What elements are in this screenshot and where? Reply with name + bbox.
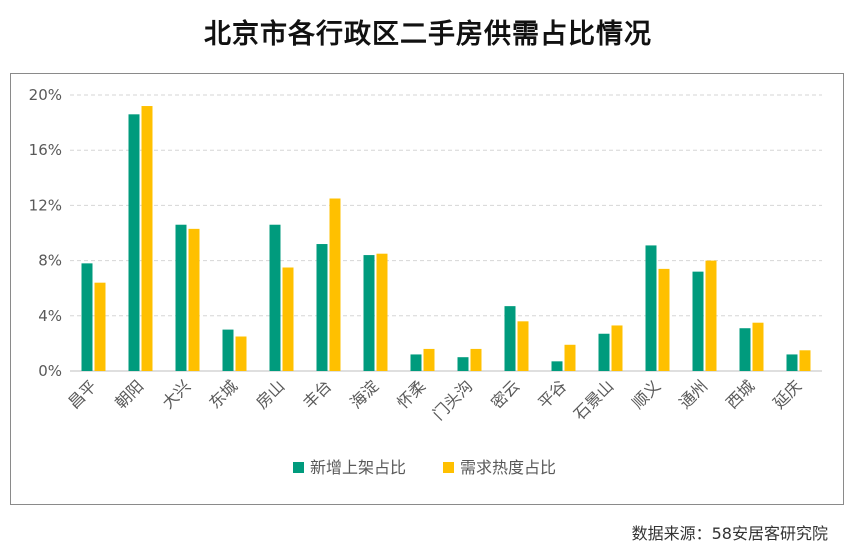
bar-new-listing-13 — [692, 271, 704, 371]
bar-new-listing-1 — [128, 114, 140, 371]
bar-demand-3 — [235, 336, 247, 371]
bar-demand-12 — [658, 268, 670, 371]
y-tick-label: 4% — [38, 307, 62, 325]
bar-new-listing-12 — [645, 245, 657, 371]
bar-demand-0 — [94, 282, 106, 371]
x-tick-label: 顺义 — [628, 376, 664, 412]
bar-demand-2 — [188, 228, 200, 371]
legend-label-1: 需求热度占比 — [460, 458, 556, 477]
bar-new-listing-4 — [269, 224, 281, 371]
x-tick-label: 延庆 — [769, 376, 805, 412]
bar-demand-7 — [423, 348, 435, 371]
legend: 新增上架占比 需求热度占比 — [293, 458, 556, 477]
bar-demand-10 — [564, 344, 576, 371]
x-tick-label: 平谷 — [534, 376, 570, 412]
bar-demand-15 — [799, 350, 811, 371]
legend-swatch-0 — [293, 462, 304, 473]
x-tick-label: 石景山 — [570, 376, 617, 423]
x-tick-label: 昌平 — [64, 376, 100, 412]
x-tick-label: 房山 — [252, 376, 288, 412]
bar-demand-8 — [470, 348, 482, 371]
bar-new-listing-8 — [457, 357, 469, 371]
x-tick-label: 通州 — [675, 376, 711, 412]
bar-demand-14 — [752, 322, 764, 371]
x-tick-label: 门头沟 — [429, 376, 476, 423]
bar-demand-1 — [141, 106, 153, 371]
x-tick-label: 东城 — [205, 376, 241, 412]
bar-chart: 0% 4% 8% 12% 16% 20% 昌平 朝阳 大兴 东城 房山 丰台 海淀 怀柔 门头沟 密云 平谷 石景… — [29, 86, 822, 477]
bar-demand-9 — [517, 321, 529, 371]
bar-new-listing-15 — [786, 354, 798, 371]
x-tick-label: 怀柔 — [393, 376, 429, 412]
bar-demand-11 — [611, 325, 623, 371]
bar-demand-6 — [376, 253, 388, 371]
bar-demand-4 — [282, 267, 294, 371]
bar-demand-5 — [329, 198, 341, 371]
x-tick-label: 大兴 — [158, 376, 194, 412]
bar-new-listing-7 — [410, 354, 422, 371]
source-note: 数据来源：58安居客研究院 — [631, 524, 828, 543]
y-tick-label: 20% — [29, 86, 62, 104]
legend-swatch-1 — [443, 462, 454, 473]
bar-new-listing-14 — [739, 328, 751, 371]
bar-new-listing-9 — [504, 306, 516, 371]
y-tick-label: 16% — [29, 141, 62, 159]
x-tick-label: 朝阳 — [111, 376, 147, 412]
y-tick-label: 8% — [38, 252, 62, 270]
bar-new-listing-5 — [316, 244, 328, 371]
x-tick-label: 西城 — [722, 376, 758, 412]
legend-label-0: 新增上架占比 — [310, 458, 406, 477]
bar-demand-13 — [705, 260, 717, 371]
y-tick-label: 12% — [29, 196, 62, 214]
bar-new-listing-10 — [551, 361, 563, 371]
x-tick-label: 丰台 — [299, 376, 335, 412]
chart-title: 北京市各行政区二手房供需占比情况 — [204, 19, 652, 50]
bar-new-listing-11 — [598, 333, 610, 371]
bar-new-listing-0 — [81, 263, 93, 371]
x-tick-label: 海淀 — [346, 376, 382, 412]
bar-new-listing-3 — [222, 329, 234, 371]
chart-frame — [10, 73, 844, 505]
x-tick-label: 密云 — [487, 376, 523, 412]
bar-new-listing-2 — [175, 224, 187, 371]
bar-new-listing-6 — [363, 255, 375, 371]
y-tick-label: 0% — [38, 362, 62, 380]
bars — [81, 106, 811, 371]
